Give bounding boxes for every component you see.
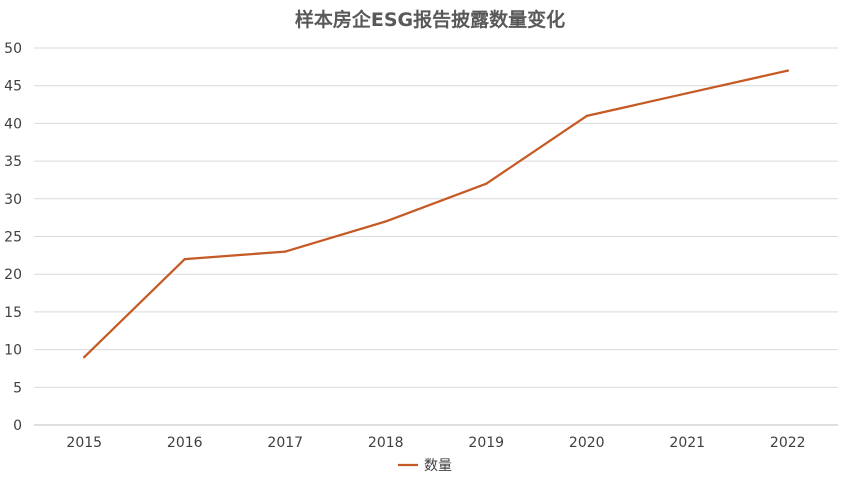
gridlines (34, 47, 838, 426)
x-tick-label: 2015 (66, 435, 102, 451)
x-tick-label: 2016 (167, 435, 203, 451)
chart-title: 样本房企ESG报告披露数量变化 (295, 8, 565, 31)
data-point (686, 92, 689, 95)
data-point (786, 69, 789, 72)
y-tick-label: 10 (4, 343, 22, 359)
x-tick-label: 2017 (267, 435, 303, 451)
data-point (485, 182, 488, 185)
x-axis-ticks: 2015 2016 2017 2018 2019 2020 2021 2022 (66, 435, 805, 451)
y-tick-label: 15 (4, 305, 22, 321)
y-tick-label: 30 (4, 192, 22, 208)
y-tick-label: 0 (13, 418, 22, 434)
series-layer (83, 69, 789, 359)
x-tick-label: 2022 (770, 435, 806, 451)
x-tick-label: 2019 (468, 435, 504, 451)
x-tick-label: 2020 (569, 435, 605, 451)
data-point (384, 220, 387, 223)
y-tick-label: 50 (4, 41, 22, 57)
x-tick-label: 2021 (669, 435, 705, 451)
y-tick-label: 5 (13, 380, 22, 396)
legend: 数量 (398, 458, 452, 474)
legend-label: 数量 (424, 458, 452, 474)
y-axis-ticks: 0 5 10 15 20 25 30 35 40 45 50 (4, 41, 22, 434)
series-line (83, 69, 789, 359)
data-point (183, 257, 186, 261)
data-point (83, 355, 86, 359)
y-tick-label: 25 (4, 230, 22, 246)
y-tick-label: 20 (4, 267, 22, 283)
y-tick-label: 45 (4, 79, 22, 95)
data-point (284, 250, 287, 253)
y-tick-label: 35 (4, 154, 22, 170)
data-point (585, 114, 588, 118)
x-tick-label: 2018 (368, 435, 404, 451)
y-tick-label: 40 (4, 116, 22, 132)
